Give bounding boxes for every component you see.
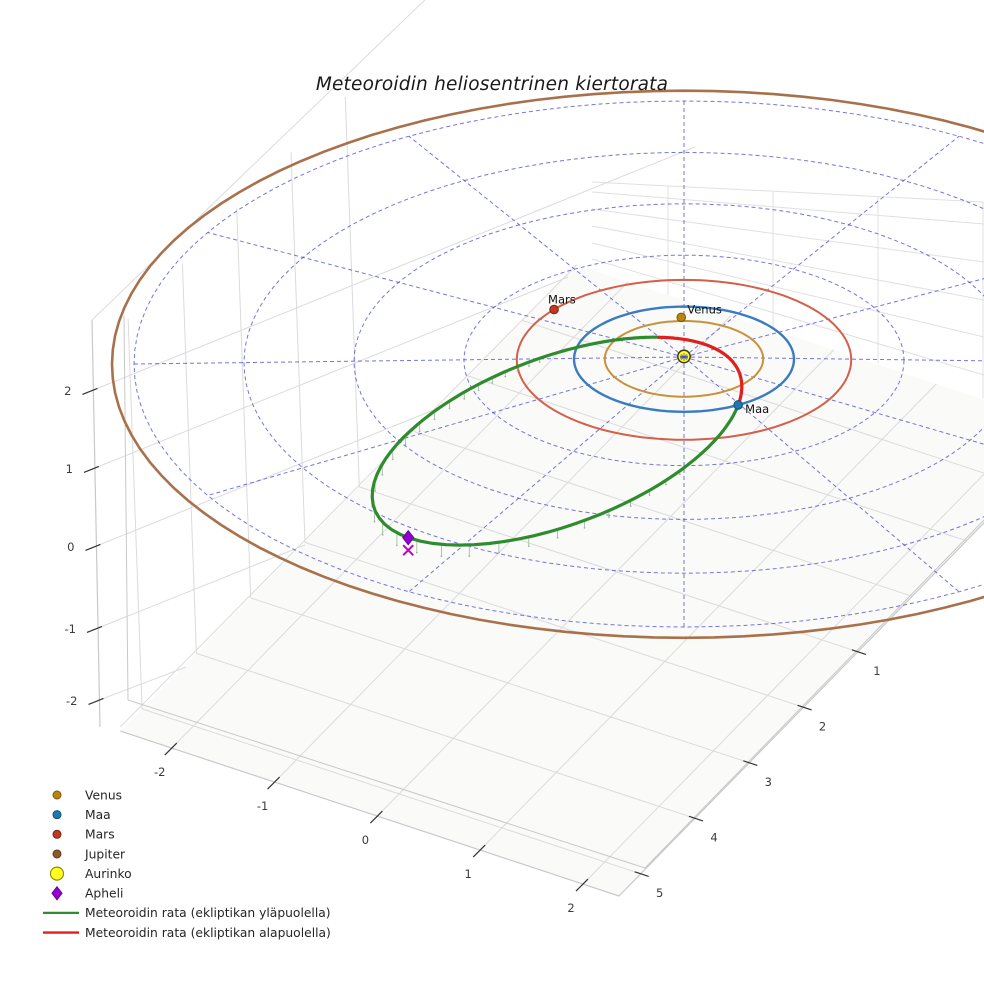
y-tick-label: 2 (819, 719, 826, 733)
legend-item-2: Mars (52, 828, 115, 842)
z-tick-label: -1 (65, 622, 76, 636)
legend-item-1: Maa (52, 808, 111, 822)
legend-item-7: Meteoroidin rata (ekliptikan alapuolella… (43, 926, 331, 940)
z-tick-label: 0 (67, 540, 74, 554)
planet-label: Maa (745, 402, 769, 416)
legend-label: Aurinko (85, 867, 132, 881)
planet-label: Mars (548, 293, 576, 307)
legend-label: Mars (85, 828, 115, 842)
planet-marker-mars (549, 304, 559, 315)
x-tick-label: -2 (154, 765, 165, 779)
tick-labels: -2 -1 0 1 2 1 2 3 4 5 2 1 0 -1 -2 (64, 384, 880, 915)
legend-dot-icon (52, 790, 62, 800)
x-tick-label: 1 (465, 867, 472, 881)
legend-circle-icon (49, 866, 65, 881)
legend-item-6: Meteoroidin rata (ekliptikan yläpuolella… (43, 906, 331, 920)
y-tick-label: 5 (656, 886, 663, 900)
z-tick-label: 2 (64, 384, 71, 398)
meteoroid-path-below (657, 335, 744, 406)
legend: Venus Maa Mars Jupiter Aurinko Apheli Meteoroi… (43, 788, 331, 940)
back-wall-grid (591, 181, 984, 398)
left-wall-grid (91, 0, 696, 728)
legend-label: Apheli (85, 887, 123, 901)
aphelion-marker (402, 529, 415, 546)
meteoroid-path-above (370, 335, 740, 547)
legend-item-5: Apheli (51, 885, 123, 901)
legend-dot-icon (52, 849, 62, 859)
x-tick-label: -1 (257, 799, 268, 813)
y-tick-label: 4 (710, 830, 717, 844)
pane-fills (120, 264, 984, 896)
y-tick-label: 3 (765, 775, 772, 789)
planet-orbits (110, 89, 984, 640)
legend-label: Jupiter (84, 847, 126, 861)
z-tick-label: 1 (66, 462, 73, 476)
z-tick-label: -2 (66, 694, 77, 708)
legend-dot-icon (52, 829, 62, 839)
axis-ticks (82, 387, 867, 892)
legend-label: Maa (85, 808, 111, 822)
legend-item-3: Jupiter (52, 847, 126, 861)
legend-item-4: Aurinko (49, 866, 132, 881)
x-tick-label: 0 (362, 833, 369, 847)
point-markers: Venus Maa Mars (402, 293, 769, 556)
legend-label: Meteoroidin rata (ekliptikan alapuolella… (85, 926, 331, 940)
legend-item-0: Venus (52, 788, 122, 802)
y-tick-label: 1 (873, 664, 880, 678)
x-tick-label: 2 (567, 901, 574, 915)
legend-dot-icon (52, 810, 62, 820)
planet-marker-maa (733, 400, 743, 410)
chart-title: Meteoroidin heliosentrinen kiertorata (315, 74, 669, 95)
planet-marker-venus (676, 312, 687, 323)
legend-label: Meteoroidin rata (ekliptikan yläpuolella… (85, 906, 331, 920)
legend-diamond-icon (51, 885, 63, 901)
legend-label: Venus (85, 788, 122, 802)
planet-label: Venus (687, 302, 722, 316)
meteoroid-orbit (370, 335, 744, 547)
